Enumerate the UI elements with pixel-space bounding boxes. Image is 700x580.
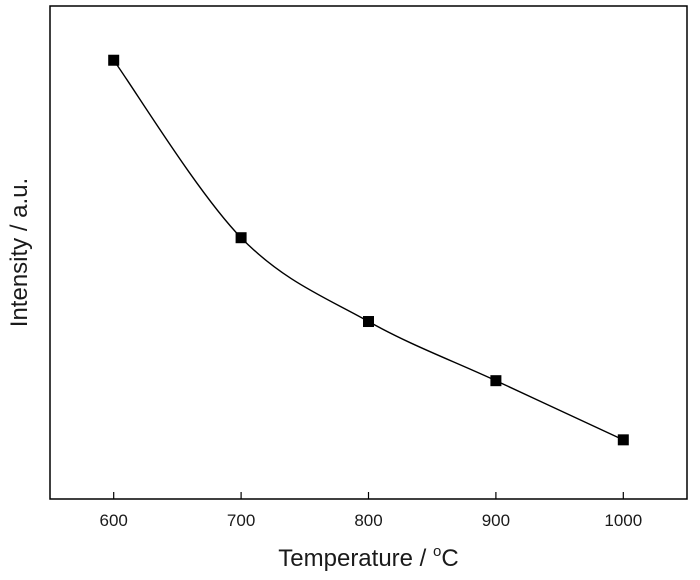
data-point-900	[490, 375, 502, 387]
x-axis-title-unit: C	[441, 545, 458, 572]
series-line	[113, 59, 624, 441]
data-point-700	[235, 232, 247, 244]
x-tick-label-4: 1000	[604, 511, 642, 530]
data-point-600	[108, 54, 120, 66]
x-tick-label-2: 800	[354, 511, 382, 530]
data-point-1000	[617, 434, 629, 446]
y-axis-title: Intensity / a.u.	[6, 178, 33, 327]
data-point-800	[363, 316, 374, 328]
x-tick-label-0: 600	[100, 511, 128, 530]
x-axis-title-degree: o	[433, 543, 441, 560]
x-axis-title-text: Temperature /	[278, 545, 433, 572]
x-axis-title: Temperature / oC	[278, 543, 458, 572]
x-tick-label-1: 700	[227, 511, 255, 530]
series-markers	[108, 54, 629, 446]
x-axis-tick-labels: 600 700 800 900 1000	[100, 511, 643, 530]
x-axis-ticks	[113, 492, 624, 499]
x-tick-label-3: 900	[482, 511, 510, 530]
